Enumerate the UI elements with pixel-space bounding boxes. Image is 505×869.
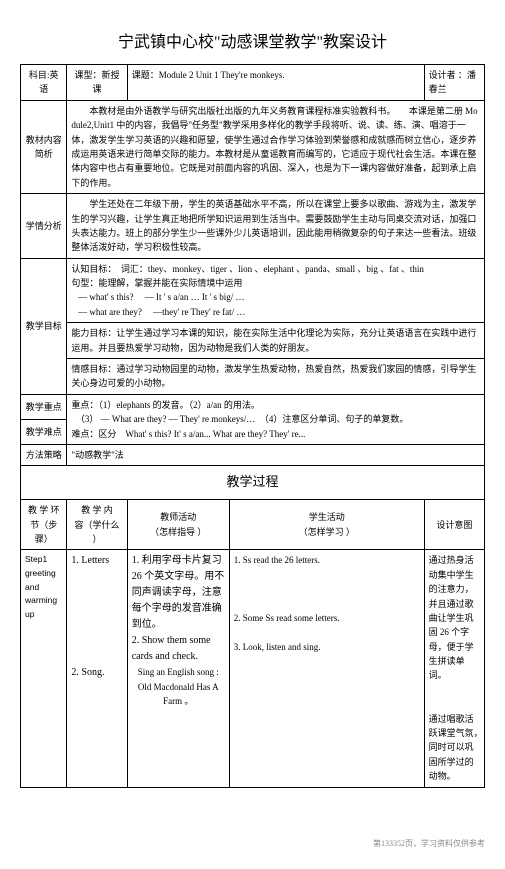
objective-cognition: 认知目标： 词汇：they、monkey、tiger 、lion 、elepha…: [67, 258, 485, 323]
step1-c4c: 3. Look, listen and sing.: [234, 642, 321, 652]
focus-line2-right: （4）注意区分单词、句子的单复数。: [260, 414, 409, 424]
lesson-plan-table: 科目:英语 课型：新授课 课题：Module 2 Unit 1 They're …: [20, 64, 485, 788]
step1-c1d: warming up: [25, 595, 57, 619]
step1-col4: 1. Ss read the 26 letters. 2. Some Ss re…: [229, 550, 424, 787]
process-col5: 设计意图: [424, 500, 484, 550]
material-label: 教材内容简析: [21, 100, 67, 193]
subject-label: 科目: [29, 70, 47, 80]
topic-cell: 课题：Module 2 Unit 1 They're monkeys.: [127, 65, 424, 101]
focus-line1: 重点：（1）elephants 的发音。（2）a/an 的用法。: [71, 400, 259, 410]
process-title: 教学过程: [21, 466, 485, 500]
step1-c4b: 2. Some Ss read some letters.: [234, 613, 340, 623]
col4a: 学生活动: [309, 512, 345, 522]
analysis-text-span: 学生还处在二年级下册，学生的英语基础水平不高，所以在课堂上要多以歌曲、游戏为主，…: [71, 197, 480, 255]
ability-text: 让学生通过学习本课的知识，能在实际生活中化理论为实际，充分让英语语言在实践中进行…: [71, 328, 476, 352]
method-label: 方法策略: [21, 444, 67, 465]
step1-c3b: 2. Show them some cards and check.: [132, 635, 211, 662]
step1-c1c: and: [25, 582, 39, 592]
emotion-label: 情感目标：: [71, 364, 116, 374]
step1-c5b: 通过唱歌活跃课堂气氛， 同时可以巩固所学过的动物。: [429, 714, 488, 782]
analysis-label: 学情分析: [21, 194, 67, 259]
material-text: 本教材是由外语教学与研究出版社出版的九年义务教育课程标准实验教科书。 本课是第二…: [67, 100, 485, 193]
step1-c2b: 2. Song.: [71, 667, 104, 678]
col1b: 节（步骤）: [30, 520, 57, 544]
topic-value: Module 2 Unit 1 They're monkeys.: [159, 70, 285, 80]
emotion-text: 通过学习动物园里的动物，激发学生热爱动物，热爱自然，热爱我们家园的情感，引导学生…: [71, 364, 476, 388]
col1a: 教 学 环: [28, 505, 60, 515]
process-col3: 教师活动 （怎样指导 ）: [127, 500, 229, 550]
step1-col1: Step1 greeting and warming up: [21, 550, 67, 787]
col3b: （怎样指导 ）: [150, 527, 206, 537]
col2b: 容（学什么 ）: [75, 520, 120, 544]
focus-text: 重点：（1）elephants 的发音。（2）a/an 的用法。 （3） — W…: [67, 394, 485, 444]
page-footer: 第133352页，学习资料仅供参考: [20, 838, 485, 849]
difficulty-text: 难点：区分 What' s this? It' s a/an... What a…: [71, 429, 305, 439]
sentence3: — what are they? —they' re They' re fat/…: [78, 307, 245, 317]
method-text: "动感教学"法: [67, 444, 485, 465]
topic-label: 课题：: [132, 70, 159, 80]
process-col2: 教 学 内容（学什么 ）: [67, 500, 127, 550]
step1-c3c: Sing an English song : Old Macdonald Has…: [132, 665, 225, 708]
objective-ability: 能力目标：让学生通过学习本课的知识，能在实际生活中化理论为实际，充分让英语语言在…: [67, 323, 485, 359]
objective-emotion: 情感目标：通过学习动物园里的动物，激发学生热爱动物，热爱自然，热爱我们家园的情感…: [67, 359, 485, 395]
step1-c4a: 1. Ss read the 26 letters.: [234, 555, 320, 565]
focus-label: 教学重点: [21, 394, 67, 419]
col4b: （怎样学习 ）: [299, 527, 355, 537]
sentence1: 能理解，掌握并能在实际情境中运用: [98, 278, 242, 288]
designer-cell: 设计者 ：潘春兰: [424, 65, 484, 101]
col3a: 教师活动: [160, 512, 196, 522]
step1-c1a: Step1: [25, 554, 47, 564]
material-text-span: 本教材是由外语教学与研究出版社出版的九年义务教育课程标准实验教科书。 本课是第二…: [71, 104, 480, 190]
ability-label: 能力目标：: [71, 328, 116, 338]
cognition-words: 词汇：they、monkey、tiger 、lion 、elephant 、pa…: [121, 264, 424, 274]
process-col4: 学生活动 （怎样学习 ）: [229, 500, 424, 550]
step1-col5: 通过热身活动集中学生的注意力，并且通过歌曲让学生巩固 26 个字母，便于学生拼读…: [424, 550, 484, 787]
class-type-cell: 课型：新授课: [67, 65, 127, 101]
step1-col3: 1. 利用字母卡片复习 26 个英文字母。用不同声调读字母，注意每个字母的发音准…: [127, 550, 229, 787]
step1-col2: 1. Letters 2. Song.: [67, 550, 127, 787]
focus-line2-left: （3） — What are they? — They' re monkeys/…: [76, 414, 255, 424]
cognition-label: 认知目标：: [71, 264, 116, 274]
difficulty-label: 教学难点: [21, 419, 67, 444]
analysis-text: 学生还处在二年级下册，学生的英语基础水平不高，所以在课堂上要多以歌曲、游戏为主，…: [67, 194, 485, 259]
objective-label: 教学目标: [21, 258, 67, 394]
class-type-label: 课型：: [75, 70, 102, 80]
step1-c3a: 1. 利用字母卡片复习 26 个英文字母。用不同声调读字母，注意每个字母的发音准…: [132, 555, 225, 630]
sentence2: — what' s this? — It ' s a/an … It ' s b…: [78, 292, 244, 302]
page-title: 宁武镇中心校"动感课堂教学"教案设计: [20, 28, 485, 52]
subject-cell: 科目:英语: [21, 65, 67, 101]
designer-label: 设计者 ：: [429, 70, 467, 80]
step1-c1b: greeting: [25, 568, 56, 578]
col2a: 教 学 内: [81, 505, 113, 515]
process-col1: 教 学 环节（步骤）: [21, 500, 67, 550]
step1-c2a: 1. Letters: [71, 555, 109, 566]
sentence-label: 句型：: [71, 278, 98, 288]
step1-c5a: 通过热身活动集中学生的注意力，并且通过歌曲让学生巩固 26 个字母，便于学生拼读…: [429, 555, 474, 680]
